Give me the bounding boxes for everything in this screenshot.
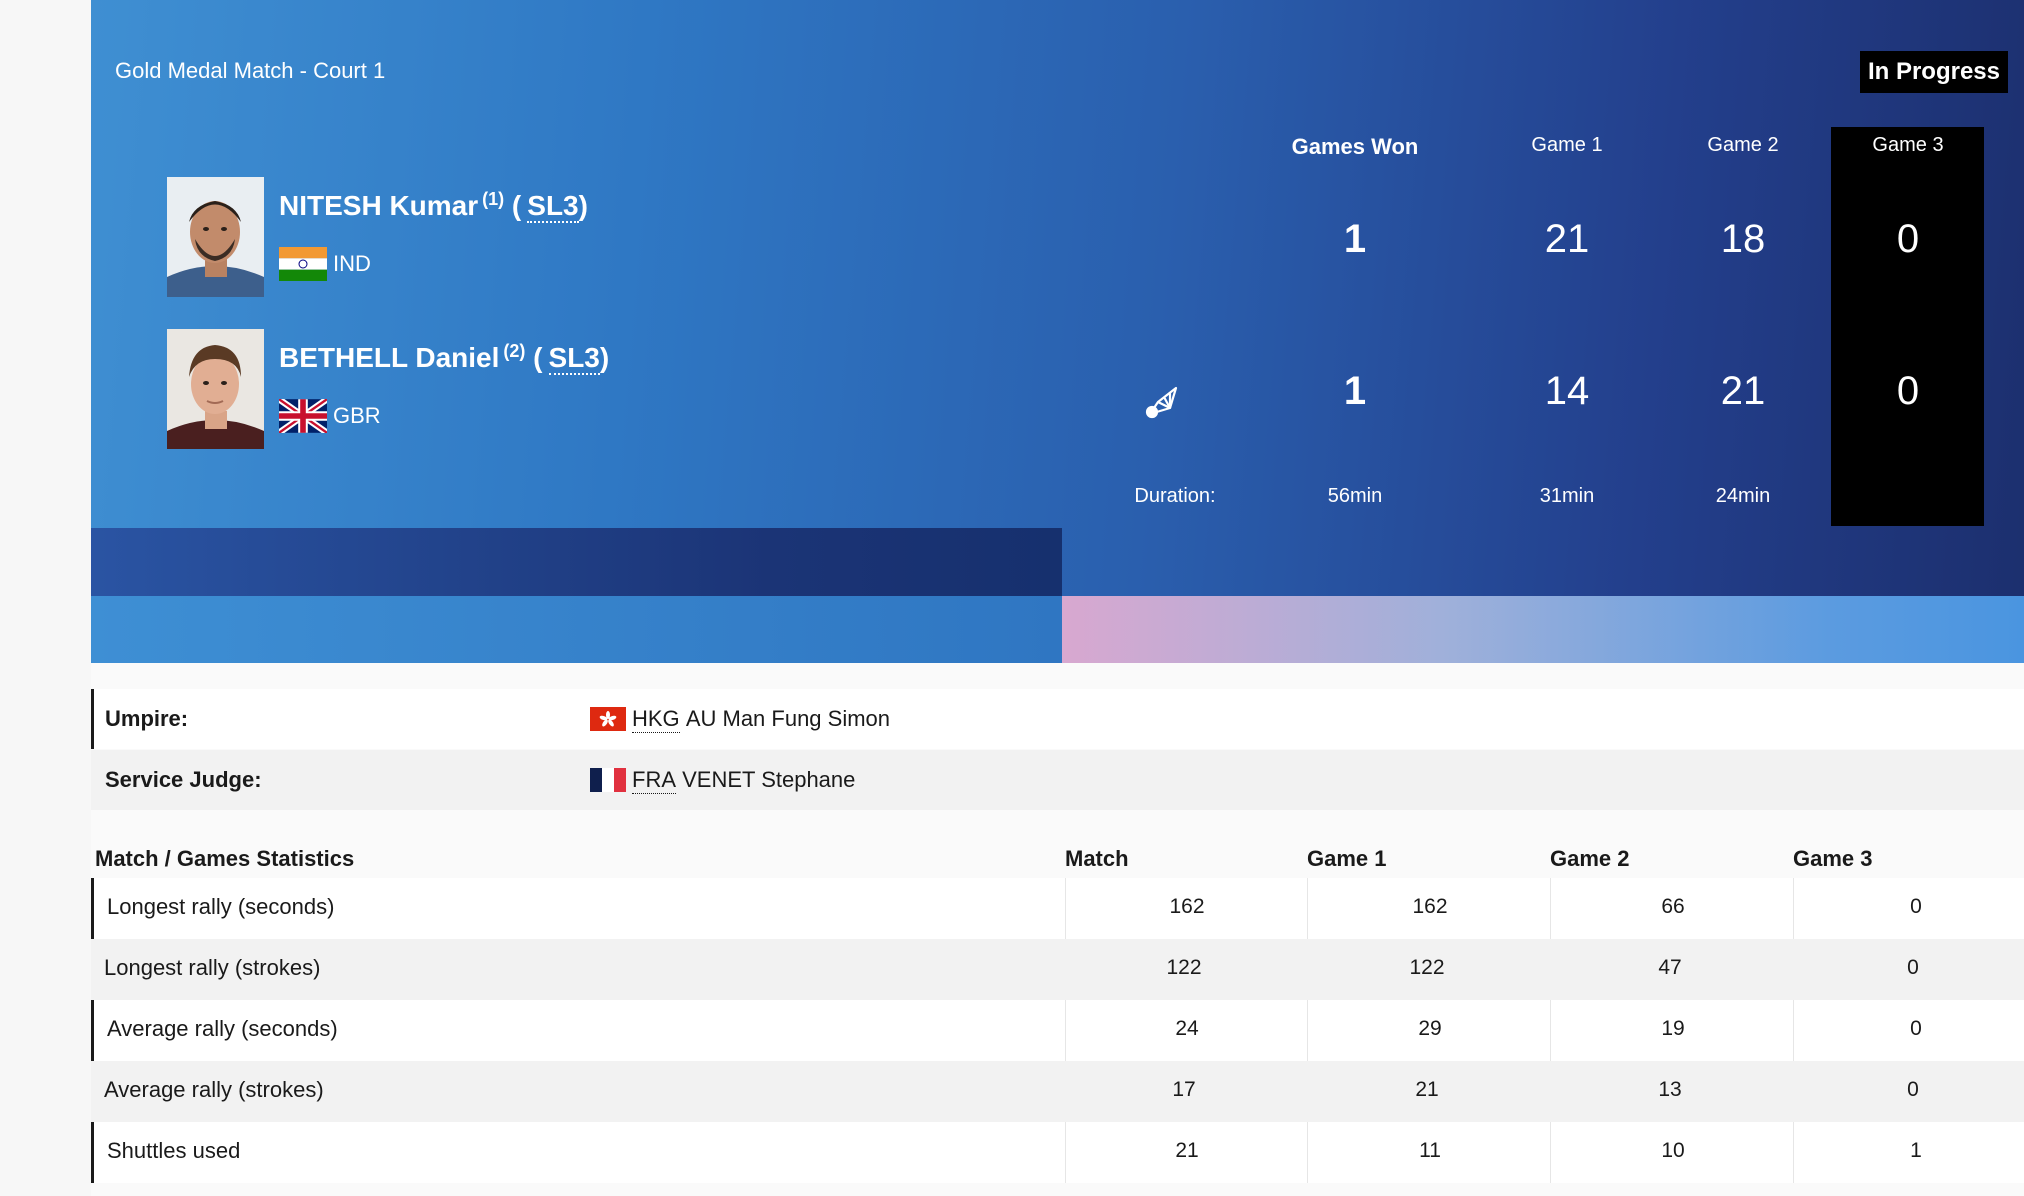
- table-row: Average rally (strokes) 17 21 13 0: [91, 1061, 2024, 1122]
- table-row: Longest rally (seconds) 162 162 66 0: [91, 878, 2024, 939]
- player-name-1[interactable]: NITESH Kumar (1) (SL3): [279, 189, 588, 223]
- table-row: Average rally (seconds) 24 29 19 0: [91, 1000, 2024, 1061]
- ind-flag-icon: [279, 247, 327, 281]
- duration-game-2: 24min: [1715, 485, 1771, 507]
- p1-game-3: 0: [1896, 217, 1920, 261]
- status-badge: In Progress: [1859, 51, 2008, 93]
- p1-games-won: 1: [1343, 217, 1367, 261]
- header-game-1: Game 1: [1531, 134, 1603, 156]
- umpire-name: AU Man Fung Simon: [685, 706, 891, 731]
- decor-band-right: [1062, 596, 2024, 663]
- player-photo-nitesh: [167, 177, 264, 297]
- player-name-2[interactable]: BETHELL Daniel (2) (SL3): [279, 341, 610, 375]
- p2-game-2: 21: [1720, 369, 1766, 413]
- player-class-1[interactable]: SL3: [527, 190, 579, 223]
- player-country-2: GBR: [279, 399, 381, 433]
- scoreboard-panel: Gold Medal Match - Court 1 In Progress N…: [91, 0, 2024, 663]
- p2-games-won: 1: [1343, 369, 1367, 413]
- match-content: Gold Medal Match - Court 1 In Progress N…: [91, 0, 2024, 1196]
- p2-game-3: 0: [1896, 369, 1920, 413]
- table-row: Longest rally (strokes) 122 122 47 0: [91, 939, 2024, 1000]
- p2-game-1: 14: [1544, 369, 1590, 413]
- header-games-won: Games Won: [1291, 134, 1419, 159]
- shuttlecock-icon: [1142, 382, 1182, 422]
- stats-header: Match / Games Statistics Match Game 1 Ga…: [91, 838, 2024, 878]
- duration-match: 56min: [1327, 485, 1383, 507]
- stats-title: Match / Games Statistics: [95, 846, 355, 871]
- event-title: Gold Medal Match - Court 1: [115, 58, 386, 83]
- player-photo-bethell: [167, 329, 264, 449]
- umpire-country[interactable]: HKG: [632, 705, 680, 733]
- fra-flag-icon: [590, 768, 626, 792]
- umpire-value: HKG AU Man Fung Simon: [590, 706, 890, 733]
- stats-header-game-3: Game 3: [1793, 846, 1873, 871]
- duration-label: Duration:: [1134, 485, 1216, 507]
- stats-header-game-1: Game 1: [1307, 846, 1387, 871]
- decor-band-left: [91, 596, 1062, 663]
- service-judge-name: VENET Stephane: [682, 767, 856, 792]
- duration-game-1: 31min: [1539, 485, 1595, 507]
- player-class-2[interactable]: SL3: [548, 342, 600, 375]
- decor-band-dark: [91, 528, 1062, 596]
- table-row: Shuttles used 21 11 10 1: [91, 1122, 2024, 1183]
- official-row-umpire: Umpire: HKG AU Man Fung Simon: [91, 689, 2024, 749]
- official-row-service-judge: Service Judge: FRA VENET Stephane: [91, 750, 2024, 810]
- player-country-1: IND: [279, 247, 371, 281]
- umpire-label: Umpire:: [105, 706, 189, 731]
- service-judge-value: FRA VENET Stephane: [590, 767, 855, 794]
- service-judge-country[interactable]: FRA: [632, 766, 676, 794]
- hkg-flag-icon: [590, 707, 626, 731]
- gbr-flag-icon: [279, 399, 327, 433]
- game3-highlight-column: [1831, 127, 1984, 526]
- p1-game-2: 18: [1720, 217, 1766, 261]
- header-game-2: Game 2: [1707, 134, 1779, 156]
- stats-header-match: Match: [1065, 846, 1129, 871]
- stats-header-game-2: Game 2: [1550, 846, 1630, 871]
- header-game-3: Game 3: [1872, 134, 1944, 156]
- p1-game-1: 21: [1544, 217, 1590, 261]
- service-judge-label: Service Judge:: [105, 767, 262, 792]
